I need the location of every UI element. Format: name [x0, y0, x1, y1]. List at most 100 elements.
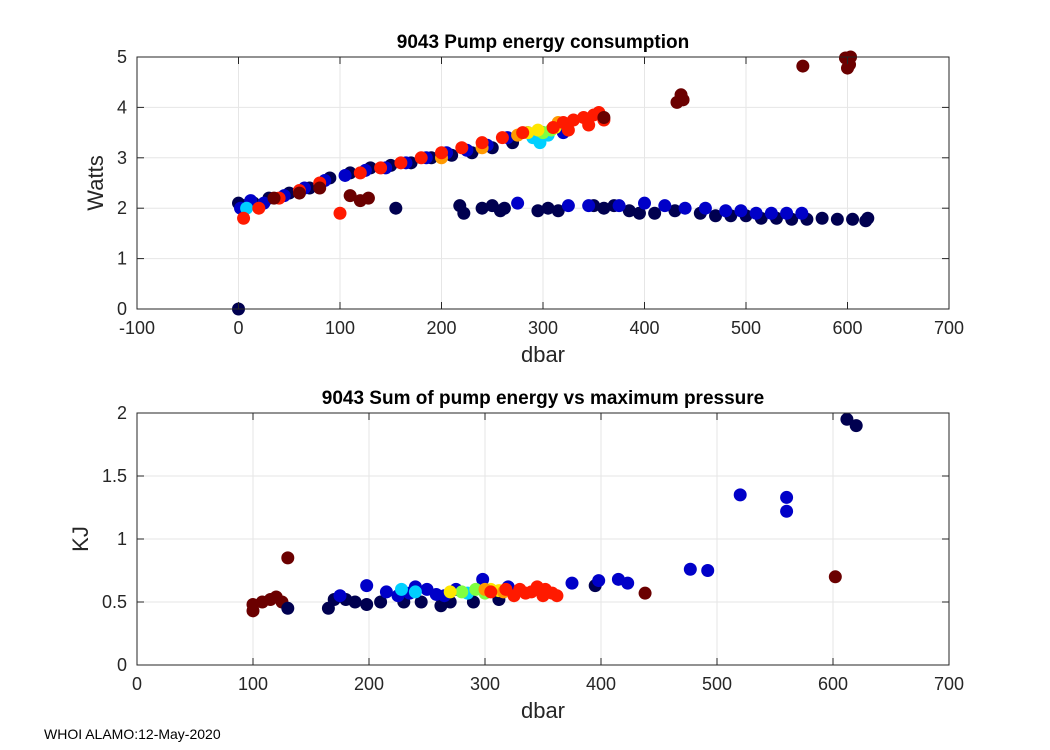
data-point-red	[550, 589, 564, 603]
chart-title-1: 9043 Pump energy consumption	[397, 32, 689, 53]
y-tick-label: 2	[117, 403, 127, 423]
data-point-darkred	[361, 191, 375, 205]
data-point-navy	[840, 412, 854, 426]
x-tick-label: 100	[238, 674, 268, 694]
y-tick-label: 1	[117, 529, 127, 549]
data-point-cyan	[533, 136, 547, 150]
data-point-red	[516, 126, 530, 140]
data-point-navy	[414, 595, 428, 609]
x-tick-label: 600	[818, 674, 848, 694]
data-point-blue	[582, 199, 596, 213]
data-point-red	[237, 211, 251, 225]
data-point-blue	[733, 488, 747, 502]
data-point-blue	[795, 206, 809, 220]
y-tick-label: 3	[117, 148, 127, 168]
data-point-red	[333, 206, 347, 220]
y-tick-label: 4	[117, 97, 127, 117]
data-point-blue	[719, 204, 733, 218]
data-point-darkred	[281, 551, 295, 565]
data-point-darkred	[638, 586, 652, 600]
data-point-red	[414, 151, 428, 165]
data-point-red	[394, 156, 408, 170]
data-point-blue	[780, 504, 794, 518]
data-point-navy	[668, 204, 682, 218]
data-point-navy	[360, 598, 374, 612]
data-point-navy	[597, 201, 611, 215]
data-point-red	[582, 118, 596, 132]
y-tick-label: 5	[117, 47, 127, 67]
data-point-navy	[348, 595, 362, 609]
x-tick-label: 700	[934, 318, 964, 338]
x-tick-label: 600	[832, 318, 862, 338]
x-tick-label: -100	[119, 318, 155, 338]
data-point-navy	[551, 204, 565, 218]
data-point-darkred	[597, 110, 611, 124]
data-point-yellow	[443, 585, 457, 599]
data-point-navy	[632, 206, 646, 220]
data-point-red	[561, 123, 575, 137]
x-tick-label: 100	[325, 318, 355, 338]
data-point-navy	[374, 595, 388, 609]
data-point-blue	[678, 201, 692, 215]
data-point-blue	[658, 199, 672, 213]
y-tick-label: 2	[117, 198, 127, 218]
data-point-cyan	[240, 201, 254, 215]
x-tick-label: 0	[233, 318, 243, 338]
data-point-blue	[333, 589, 347, 603]
data-point-blue	[764, 206, 778, 220]
data-point-navy	[861, 211, 875, 225]
data-point-navy	[648, 206, 662, 220]
x-tick-label: 300	[470, 674, 500, 694]
x-tick-label: 400	[629, 318, 659, 338]
y-axis-label-2: KJ	[68, 526, 93, 552]
data-point-darkred	[313, 181, 327, 195]
data-point-red	[495, 131, 509, 145]
x-tick-label: 200	[426, 318, 456, 338]
data-point-cyan	[394, 582, 408, 596]
data-point-red	[252, 201, 266, 215]
data-point-red	[374, 161, 388, 175]
x-axis-label-1: dbar	[521, 342, 565, 367]
x-tick-label: 0	[132, 674, 142, 694]
data-point-red	[455, 141, 469, 155]
data-point-blue	[683, 562, 697, 576]
data-point-darkred	[343, 189, 357, 203]
data-point-darkred	[267, 191, 281, 205]
x-tick-label: 200	[354, 674, 384, 694]
data-point-navy	[531, 204, 545, 218]
x-tick-label: 700	[934, 674, 964, 694]
data-point-navy	[497, 201, 511, 215]
chart-title-2: 9043 Sum of pump energy vs maximum press…	[322, 388, 764, 409]
data-point-cyan	[408, 585, 422, 599]
sum-energy-axes: 0 100 200 300 400 500 600 700 0 0.5 1 1.5 2 9043 Sum…	[68, 388, 964, 723]
data-point-navy	[457, 206, 471, 220]
data-point-darkred	[828, 570, 842, 584]
data-point-red	[566, 113, 580, 127]
x-tick-label: 300	[528, 318, 558, 338]
data-point-red	[353, 166, 367, 180]
data-point-blue	[565, 576, 579, 590]
data-point-navy	[389, 201, 403, 215]
data-point-navy	[815, 211, 829, 225]
points-1	[232, 50, 875, 316]
data-point-yellow	[531, 123, 545, 137]
footer-credit: WHOI ALAMO:12-May-2020	[44, 726, 221, 742]
x-tick-label: 500	[731, 318, 761, 338]
data-point-navy	[830, 212, 844, 226]
data-point-red	[475, 136, 489, 150]
data-point-blue	[561, 199, 575, 213]
data-point-green	[455, 585, 469, 599]
data-point-navy	[281, 601, 295, 615]
data-point-red	[546, 121, 560, 135]
data-point-red	[484, 585, 498, 599]
x-axis-label-2: dbar	[521, 698, 565, 723]
data-point-darkred	[676, 93, 690, 107]
y-tick-label: 0	[117, 655, 127, 675]
x-tick-label: 500	[702, 674, 732, 694]
data-point-navy	[475, 201, 489, 215]
data-point-blue	[698, 201, 712, 215]
data-point-blue	[360, 579, 374, 593]
